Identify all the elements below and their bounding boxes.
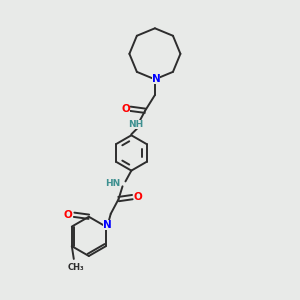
Text: HN: HN (105, 179, 121, 188)
Text: O: O (64, 210, 73, 220)
Text: O: O (134, 192, 142, 202)
Text: CH₃: CH₃ (68, 263, 84, 272)
Text: N: N (152, 74, 160, 84)
Text: O: O (121, 104, 130, 114)
Text: N: N (103, 220, 112, 230)
Text: NH: NH (128, 120, 143, 129)
